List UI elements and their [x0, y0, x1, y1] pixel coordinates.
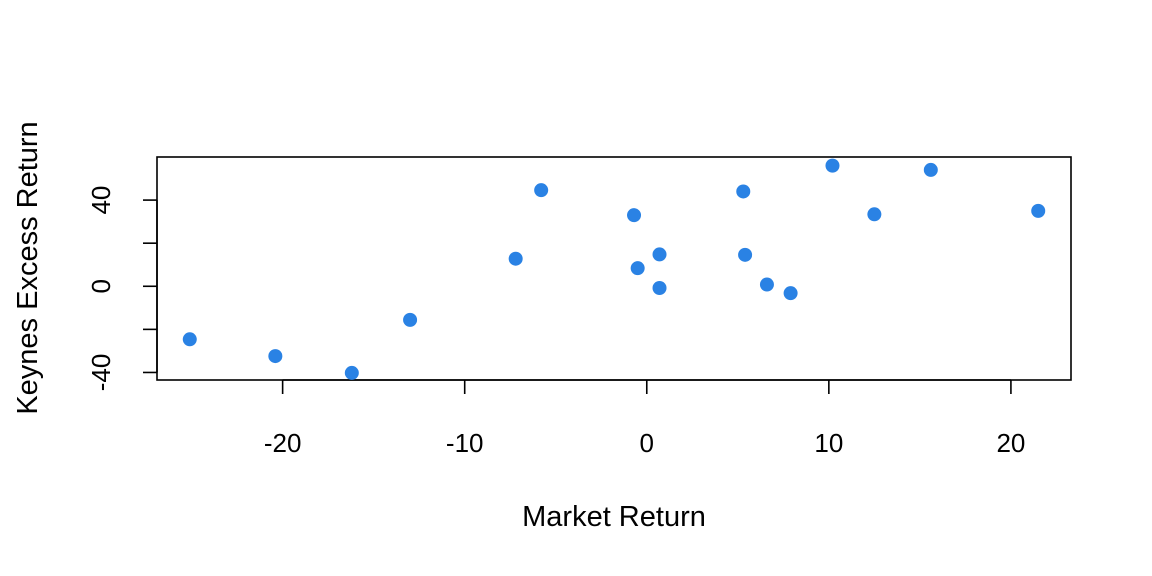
data-point: [738, 247, 753, 262]
y-axis-title: Keynes Excess Return: [12, 121, 44, 414]
data-points: [182, 158, 1046, 380]
x-tick-label: 20: [996, 428, 1025, 458]
x-axis-title: Market Return: [522, 501, 706, 533]
data-point: [344, 365, 359, 380]
x-tick-label: -20: [264, 428, 302, 458]
data-point: [759, 277, 774, 292]
data-point: [627, 208, 642, 223]
x-tick-label: -10: [446, 428, 484, 458]
data-point: [630, 261, 645, 276]
y-axis: -40 0 40: [86, 186, 158, 392]
data-point: [736, 184, 751, 199]
x-axis: -20 -10 0 10 20: [264, 379, 1025, 458]
data-point: [534, 183, 549, 198]
data-point: [268, 349, 283, 364]
data-point: [1031, 203, 1046, 218]
data-point: [825, 158, 840, 173]
x-tick-label: 10: [814, 428, 843, 458]
data-point: [923, 162, 938, 177]
plot-frame: [156, 156, 1072, 381]
x-tick-label: 0: [640, 428, 654, 458]
data-point: [182, 332, 197, 347]
data-point: [783, 286, 798, 301]
data-point: [652, 247, 667, 262]
y-tick-label: 0: [86, 279, 116, 293]
data-point: [867, 207, 882, 222]
data-point: [508, 251, 523, 266]
y-tick-label: 40: [86, 186, 116, 215]
data-point: [403, 312, 418, 327]
data-point: [652, 280, 667, 295]
y-tick-label: -40: [86, 354, 116, 392]
